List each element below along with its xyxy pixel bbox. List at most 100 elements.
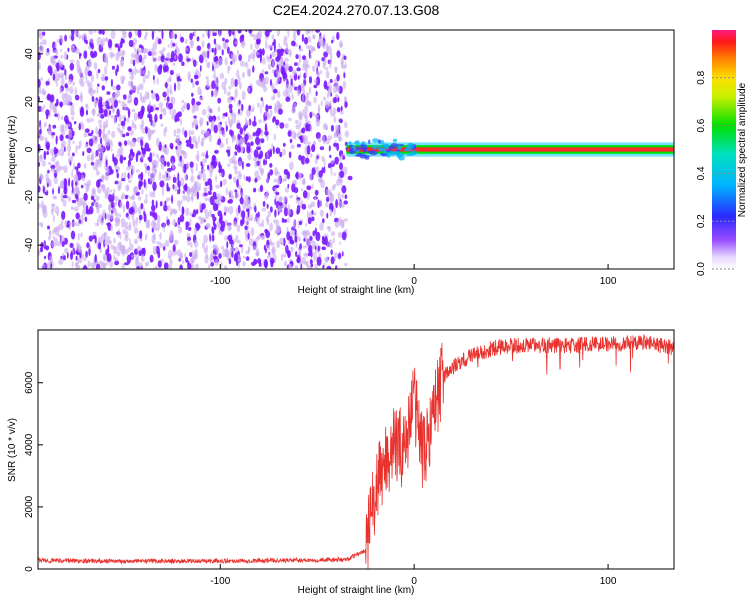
noise-blob — [192, 135, 197, 144]
noise-blob — [294, 265, 299, 269]
noise-blob — [106, 222, 111, 227]
noise-blob — [239, 60, 245, 67]
noise-blob — [333, 116, 337, 123]
noise-blob — [117, 123, 121, 127]
noise-blob — [136, 151, 141, 156]
noise-blob — [175, 46, 180, 56]
noise-blob — [325, 70, 330, 79]
noise-blob — [202, 158, 208, 164]
noise-blob — [109, 110, 111, 116]
noise-blob — [189, 252, 193, 257]
band-speckle — [362, 154, 371, 158]
noise-blob — [122, 133, 126, 138]
noise-blob — [57, 233, 61, 238]
noise-blob — [176, 200, 181, 207]
noise-blob — [54, 113, 59, 117]
noise-blob — [230, 60, 233, 65]
noise-blob — [256, 40, 260, 45]
noise-blob — [175, 134, 180, 144]
noise-blob — [192, 80, 195, 89]
noise-blob — [139, 136, 144, 140]
noise-blob — [108, 194, 113, 202]
noise-blob — [181, 127, 185, 136]
noise-blob — [315, 132, 321, 140]
noise-blob — [126, 117, 130, 123]
snr-y-axis-label: SNR (10 * v/v) — [7, 418, 18, 482]
noise-blob — [267, 210, 272, 218]
noise-blob — [213, 65, 216, 75]
noise-blob — [123, 75, 126, 81]
noise-blob — [195, 69, 200, 75]
noise-blob — [104, 174, 109, 181]
noise-blob — [92, 231, 97, 237]
noise-blob — [291, 229, 295, 236]
noise-blob — [73, 162, 75, 171]
noise-blob — [122, 30, 127, 35]
noise-blob — [260, 104, 262, 114]
band-speckle — [362, 143, 365, 150]
noise-blob — [232, 160, 238, 166]
noise-blob — [277, 175, 281, 185]
noise-blob — [303, 252, 309, 257]
noise-blob — [307, 30, 311, 34]
noise-blob — [317, 104, 321, 112]
noise-blob — [280, 55, 283, 65]
noise-blob — [311, 144, 316, 153]
noise-blob — [315, 76, 321, 86]
noise-blob — [265, 159, 267, 166]
noise-blob — [180, 36, 185, 43]
noise-blob — [62, 199, 67, 207]
noise-blob — [234, 79, 238, 87]
noise-blob — [283, 207, 289, 217]
noise-blob — [339, 241, 342, 245]
noise-blob — [169, 230, 174, 239]
noise-blob — [86, 179, 92, 187]
noise-blob — [75, 144, 78, 154]
noise-blob — [344, 130, 350, 138]
noise-blob — [319, 222, 324, 231]
noise-blob — [305, 230, 308, 234]
noise-blob — [101, 261, 106, 269]
noise-blob — [235, 234, 239, 243]
noise-blob — [166, 161, 170, 167]
noise-blob — [252, 120, 257, 127]
noise-blob — [270, 79, 272, 86]
noise-blob — [322, 235, 325, 241]
noise-blob — [332, 84, 338, 94]
noise-blob — [271, 69, 275, 74]
noise-blob — [204, 212, 209, 220]
noise-blob — [282, 148, 286, 156]
noise-blob — [221, 245, 224, 250]
noise-blob — [189, 161, 194, 168]
noise-blob — [262, 57, 266, 65]
noise-blob — [162, 47, 166, 52]
noise-blob — [223, 211, 226, 216]
noise-blob — [275, 171, 280, 176]
noise-blob — [177, 111, 182, 118]
noise-blob — [153, 152, 155, 157]
noise-blob — [222, 112, 228, 117]
noise-blob — [301, 94, 305, 103]
noise-blob — [315, 59, 319, 68]
noise-blob — [124, 140, 128, 147]
noise-blob — [94, 151, 97, 158]
noise-blob — [333, 142, 338, 147]
noise-blob — [60, 116, 64, 120]
noise-blob — [70, 230, 76, 240]
noise-blob — [201, 203, 206, 210]
noise-blob — [71, 221, 77, 227]
noise-blob — [214, 90, 218, 96]
noise-blob — [165, 81, 168, 89]
noise-blob — [329, 60, 332, 69]
band-speckle — [392, 138, 398, 143]
noise-blob — [271, 143, 274, 152]
noise-blob — [46, 151, 49, 155]
noise-blob — [66, 252, 69, 259]
noise-blob — [253, 149, 259, 159]
noise-blob — [233, 176, 237, 184]
noise-blob — [154, 64, 158, 72]
noise-blob — [99, 107, 104, 114]
noise-blob — [110, 224, 113, 232]
noise-blob — [143, 54, 147, 60]
noise-blob — [69, 62, 75, 71]
